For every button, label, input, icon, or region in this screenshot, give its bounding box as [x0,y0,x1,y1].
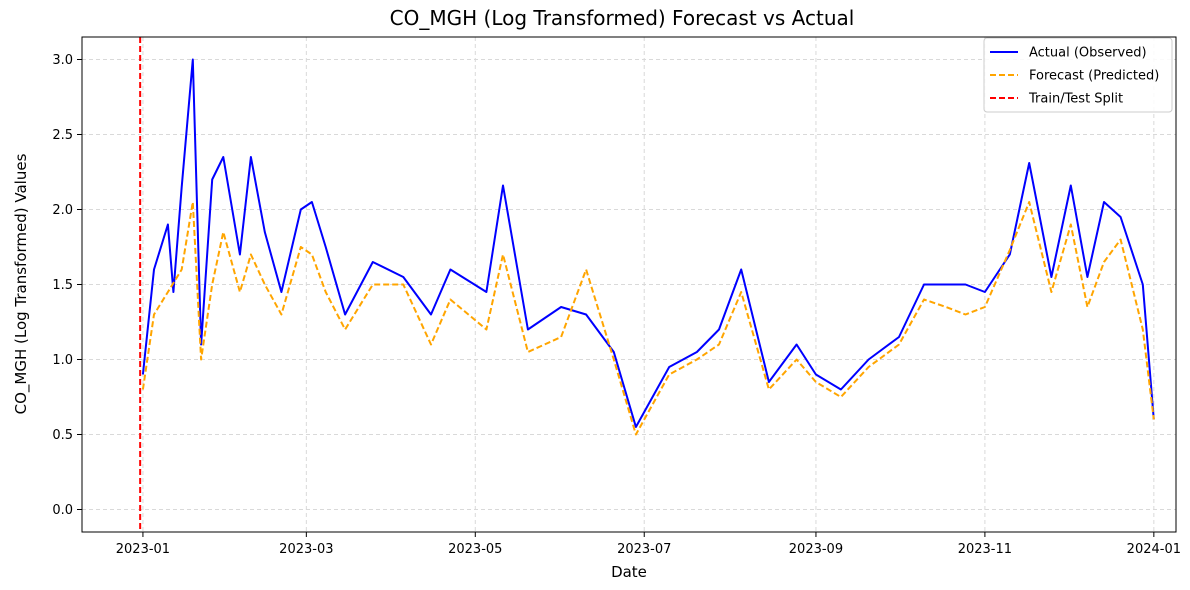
y-tick-label: 0.0 [52,503,73,518]
legend-label: Forecast (Predicted) [1029,69,1159,84]
y-axis-title: CO_MGH (Log Transformed) Values [12,153,31,414]
x-tick-label: 2023-07 [617,542,671,557]
y-tick-label: 2.5 [52,128,73,143]
x-axis-title: Date [611,563,647,581]
x-tick-label: 2023-11 [958,542,1012,557]
legend-label: Train/Test Split [1028,92,1123,107]
y-tick-label: 0.5 [52,428,73,443]
legend-box [983,37,1173,113]
y-tick-label: 1.5 [52,278,73,293]
chart-title: CO_MGH (Log Transformed) Forecast vs Act… [390,6,855,30]
y-tick-label: 2.0 [52,203,73,218]
x-tick-label: 2023-03 [279,542,333,557]
y-tick-label: 3.0 [52,53,73,68]
tick-layer: 2023-01 2023-03 2023-05 2023-07 2023-09 2023-… [52,53,1181,557]
x-tick-label: 2023-09 [789,542,843,557]
x-tick-label: 2023-05 [448,542,502,557]
legend: Actual (Observed) Forecast (Predicted) Tra… [983,37,1173,113]
series-layer [141,58,1155,436]
x-tick-label: 2023-01 [116,542,170,557]
series-line-1 [141,201,1155,436]
series-line-0 [141,58,1155,428]
x-tick-label: 2024-01 [1127,542,1181,557]
legend-label: Actual (Observed) [1029,46,1147,61]
y-tick-label: 1.0 [52,353,73,368]
